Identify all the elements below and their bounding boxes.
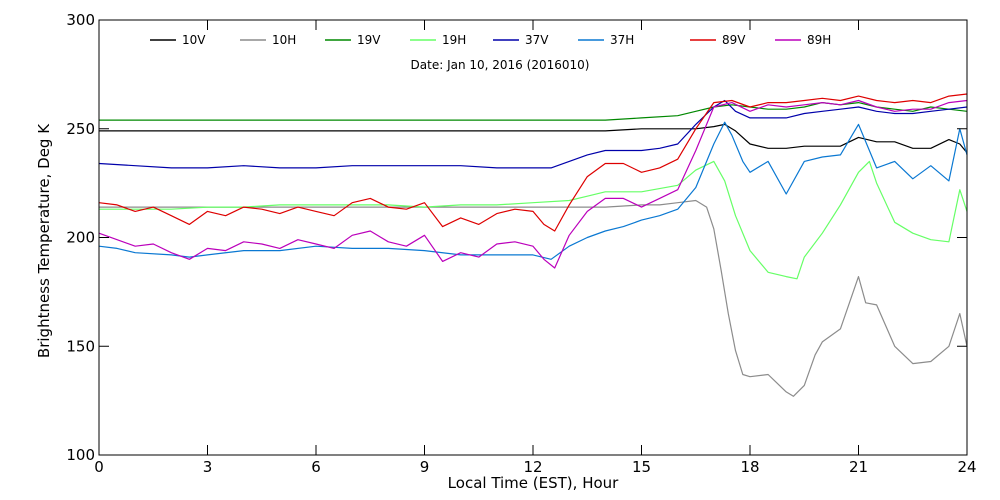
legend-label-37h: 37H xyxy=(610,33,634,47)
series-line-37h xyxy=(98,121,968,260)
x-axis-title: Local Time (EST), Hour xyxy=(448,474,619,492)
series-line-19v xyxy=(99,101,968,121)
x-tick-label: 21 xyxy=(849,458,868,476)
y-tick-label: 100 xyxy=(66,446,95,464)
x-tick-label: 24 xyxy=(957,458,976,476)
series-line-19h xyxy=(99,160,968,280)
series-layer xyxy=(98,93,968,397)
legend-label-37v: 37V xyxy=(525,33,549,47)
legend-label-19h: 19H xyxy=(442,33,466,47)
legend-label-89h: 89H xyxy=(807,33,831,47)
legend-label-19v: 19V xyxy=(357,33,381,47)
series-line-10h xyxy=(99,199,968,397)
y-tick-label: 150 xyxy=(66,337,95,355)
y-tick-label: 300 xyxy=(66,11,95,29)
x-tick-label: 15 xyxy=(632,458,651,476)
y-tick-label: 250 xyxy=(66,120,95,138)
legend: 10V 10H 19V 19H 37V 37H 89V 89H xyxy=(150,33,831,47)
legend-label-10h: 10H xyxy=(272,33,296,47)
legend-label-89v: 89V xyxy=(722,33,746,47)
plot-frame xyxy=(98,19,968,456)
y-axis-title: Brightness Temperature, Deg K xyxy=(35,123,53,358)
x-tick-label: 18 xyxy=(740,458,759,476)
series-line-37v xyxy=(98,99,968,169)
series-line-89v xyxy=(98,93,968,232)
x-tick-label: 6 xyxy=(311,458,321,476)
axes-layer: 0 3 6 9 12 15 18 21 24 100 150 200 250 300 xyxy=(66,11,976,476)
series-line-10v xyxy=(99,123,968,154)
y-tick-label: 200 xyxy=(66,229,95,247)
x-tick-label: 12 xyxy=(523,458,542,476)
legend-label-10v: 10V xyxy=(182,33,206,47)
series-line-89h xyxy=(98,99,968,269)
chart-title: Date: Jan 10, 2016 (2016010) xyxy=(411,58,590,72)
x-tick-label: 9 xyxy=(420,458,430,476)
x-tick-label: 3 xyxy=(203,458,213,476)
x-tick-label: 0 xyxy=(94,458,104,476)
